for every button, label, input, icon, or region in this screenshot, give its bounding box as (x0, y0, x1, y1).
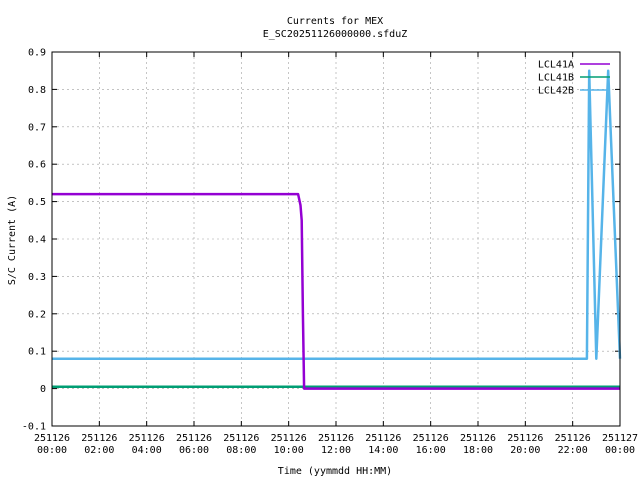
legend-label-lcl41b: LCL41B (538, 73, 574, 84)
y-tick-label: 0.7 (28, 122, 46, 133)
x-tick-label-time: 06:00 (179, 445, 209, 456)
y-tick-label: -0.1 (22, 422, 46, 433)
y-tick-label: 0.9 (28, 48, 46, 59)
x-tick-label-date: 251126 (34, 433, 70, 444)
x-tick-label-date: 251126 (555, 433, 591, 444)
x-tick-label-date: 251126 (129, 433, 165, 444)
series-line-lcl42b (52, 69, 622, 360)
chart-title: Currents for MEX (287, 16, 383, 27)
y-tick-label: 0.6 (28, 160, 46, 171)
x-tick-label-date: 251126 (318, 433, 354, 444)
x-tick-label-time: 22:00 (558, 445, 588, 456)
series-line-lcl41a (52, 192, 620, 390)
plot-frame (51, 51, 621, 427)
x-tick-label-date: 251126 (271, 433, 307, 444)
series-lines (52, 69, 622, 390)
x-tick-label-date: 251126 (460, 433, 496, 444)
y-tick-label: 0.1 (28, 347, 46, 358)
x-tick-label-date: 251126 (81, 433, 117, 444)
y-tick-label: 0.3 (28, 272, 46, 283)
x-tick-label-date: 251126 (176, 433, 212, 444)
x-tick-label-time: 18:00 (463, 445, 493, 456)
x-tick-label-time: 14:00 (368, 445, 398, 456)
chart-subtitle: E_SC20251126000000.sfduZ (263, 29, 408, 40)
x-tick-label-time: 10:00 (274, 445, 304, 456)
y-tick-label: 0.8 (28, 85, 46, 96)
x-tick-label-date: 251126 (413, 433, 449, 444)
grid-lines (52, 52, 620, 426)
x-tick-label-time: 04:00 (132, 445, 162, 456)
x-tick-label-time: 12:00 (321, 445, 351, 456)
y-tick-label: 0.2 (28, 309, 46, 320)
x-tick-label-time: 16:00 (416, 445, 446, 456)
x-tick-label-date: 251127 (602, 433, 638, 444)
legend: LCL41A LCL41B LCL42B (538, 60, 610, 97)
legend-label-lcl42b: LCL42B (538, 86, 574, 97)
legend-label-lcl41a: LCL41A (538, 60, 574, 71)
x-axis-label: Time (yymmdd HH:MM) (278, 466, 392, 477)
x-tick-label-time: 20:00 (510, 445, 540, 456)
x-tick-label-date: 251126 (223, 433, 259, 444)
axis-ticks: -0.100.10.20.30.40.50.60.70.80.925112600… (22, 48, 638, 457)
x-tick-label-time: 00:00 (37, 445, 67, 456)
x-tick-label-date: 251126 (507, 433, 543, 444)
y-tick-label: 0.5 (28, 197, 46, 208)
y-axis-label: S/C Current (A) (7, 195, 18, 285)
y-tick-label: 0 (40, 384, 46, 395)
x-tick-label-time: 08:00 (226, 445, 256, 456)
x-tick-label-time: 00:00 (605, 445, 635, 456)
x-tick-label-date: 251126 (365, 433, 401, 444)
x-tick-label-time: 02:00 (84, 445, 114, 456)
y-tick-label: 0.4 (28, 235, 46, 246)
